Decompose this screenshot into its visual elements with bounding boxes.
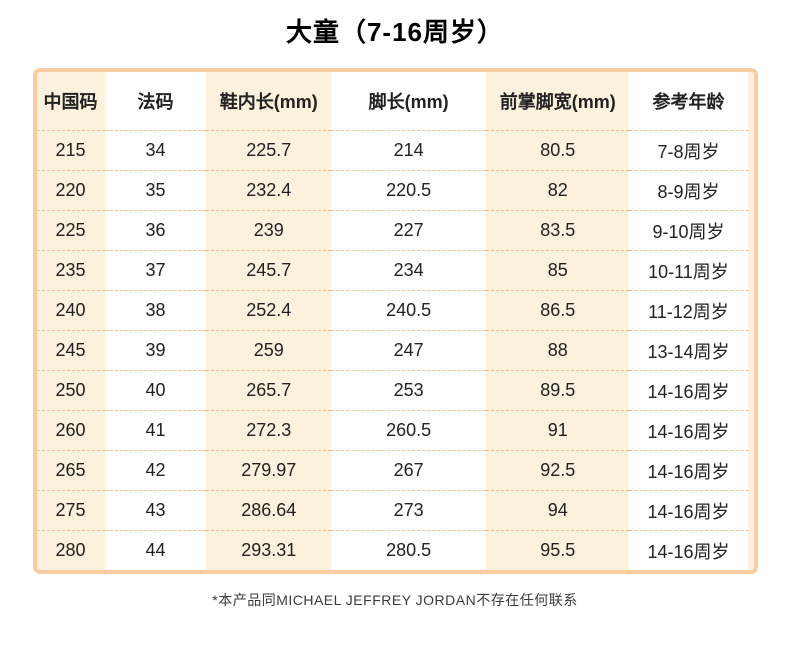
table-cell: 42 bbox=[104, 450, 207, 490]
table-cell: 43 bbox=[104, 490, 207, 530]
table-cell: 239 bbox=[206, 210, 332, 250]
table-cell: 85 bbox=[486, 250, 630, 290]
table-cell: 232.4 bbox=[206, 170, 332, 210]
page-title: 大童（7-16周岁） bbox=[285, 17, 505, 47]
table-cell: 39 bbox=[104, 330, 207, 370]
table-cell: 41 bbox=[104, 410, 207, 450]
table-cell: 240.5 bbox=[331, 290, 487, 330]
table-cell: 260.5 bbox=[331, 410, 487, 450]
table-cell: 273 bbox=[331, 490, 487, 530]
table-cell: 215 bbox=[36, 130, 105, 170]
table-cell: 259 bbox=[206, 330, 332, 370]
table-cell: 275 bbox=[36, 490, 105, 530]
table-cell: 265 bbox=[36, 450, 105, 490]
table-cell: 225.7 bbox=[206, 130, 332, 170]
table-cell: 89.5 bbox=[486, 370, 630, 410]
table-cell: 245 bbox=[36, 330, 105, 370]
table-cell: 94 bbox=[486, 490, 630, 530]
table-cell: 267 bbox=[331, 450, 487, 490]
table-row: 235 37 245.7 234 85 10-11周岁 bbox=[36, 250, 754, 290]
table-cell: 36 bbox=[104, 210, 207, 250]
table-cell: 14-16周岁 bbox=[629, 410, 754, 450]
table-cell: 235 bbox=[36, 250, 105, 290]
table-cell: 252.4 bbox=[206, 290, 332, 330]
table-cell: 279.97 bbox=[206, 450, 332, 490]
table-row: 225 36 239 227 83.5 9-10周岁 bbox=[36, 210, 754, 250]
table-row: 265 42 279.97 267 92.5 14-16周岁 bbox=[36, 450, 754, 490]
table-cell: 40 bbox=[104, 370, 207, 410]
table-row: 245 39 259 247 88 13-14周岁 bbox=[36, 330, 754, 370]
table-cell: 227 bbox=[331, 210, 487, 250]
table-cell: 9-10周岁 bbox=[629, 210, 754, 250]
table-cell: 10-11周岁 bbox=[629, 250, 754, 290]
table-cell: 220.5 bbox=[331, 170, 487, 210]
table-cell: 280.5 bbox=[331, 530, 487, 570]
table-cell: 286.64 bbox=[206, 490, 332, 530]
table-cell: 240 bbox=[36, 290, 105, 330]
table-cell: 86.5 bbox=[486, 290, 630, 330]
column-header-3: 鞋内长(mm) bbox=[206, 72, 332, 130]
table-cell: 35 bbox=[104, 170, 207, 210]
table-cell: 14-16周岁 bbox=[629, 450, 754, 490]
table-cell: 44 bbox=[104, 530, 207, 570]
table-row: 215 34 225.7 214 80.5 7-8周岁 bbox=[36, 130, 754, 170]
table-cell: 14-16周岁 bbox=[629, 370, 754, 410]
table-cell: 225 bbox=[36, 210, 105, 250]
table-cell: 220 bbox=[36, 170, 105, 210]
column-header-4: 脚长(mm) bbox=[368, 92, 449, 112]
table-cell: 82 bbox=[486, 170, 630, 210]
table-row: 240 38 252.4 240.5 86.5 11-12周岁 bbox=[36, 290, 754, 330]
table-cell: 80.5 bbox=[486, 130, 630, 170]
column-header-6: 参考年龄 bbox=[629, 72, 754, 130]
table-cell: 91 bbox=[486, 410, 630, 450]
table-cell: 7-8周岁 bbox=[629, 130, 754, 170]
table-cell: 280 bbox=[36, 530, 105, 570]
table-cell: 88 bbox=[486, 330, 630, 370]
column-header-1: 中国码 bbox=[36, 72, 105, 130]
table-cell: 247 bbox=[331, 330, 487, 370]
table-cell: 250 bbox=[36, 370, 105, 410]
table-row: 260 41 272.3 260.5 91 14-16周岁 bbox=[36, 410, 754, 450]
table-row: 280 44 293.31 280.5 95.5 14-16周岁 bbox=[36, 530, 754, 570]
table-cell: 293.31 bbox=[206, 530, 332, 570]
table-cell: 234 bbox=[331, 250, 487, 290]
table-row: 275 43 286.64 273 94 14-16周岁 bbox=[36, 490, 754, 530]
size-table-container: 中国码 法码 鞋内长(mm) 脚长(mm) 前掌脚宽(mm) 参考年龄 215 34 225.… bbox=[32, 68, 758, 574]
table-row: 220 35 232.4 220.5 82 8-9周岁 bbox=[36, 170, 754, 210]
table-cell: 92.5 bbox=[486, 450, 630, 490]
table-cell: 260 bbox=[36, 410, 105, 450]
table-body: 215 34 225.7 214 80.5 7-8周岁 220 35 232.4 220.5 82 8… bbox=[36, 130, 754, 570]
table-cell: 8-9周岁 bbox=[629, 170, 754, 210]
table-cell: 13-14周岁 bbox=[629, 330, 754, 370]
header-row: 中国码 法码 鞋内长(mm) 脚长(mm) 前掌脚宽(mm) 参考年龄 bbox=[36, 72, 754, 130]
table-cell: 83.5 bbox=[486, 210, 630, 250]
table-row: 250 40 265.7 253 89.5 14-16周岁 bbox=[36, 370, 754, 410]
table-cell: 245.7 bbox=[206, 250, 332, 290]
table-cell: 38 bbox=[104, 290, 207, 330]
table-cell: 253 bbox=[331, 370, 487, 410]
table-cell: 37 bbox=[104, 250, 207, 290]
size-table: 中国码 法码 鞋内长(mm) 脚长(mm) 前掌脚宽(mm) 参考年龄 215 34 225.… bbox=[36, 72, 754, 570]
column-header-2: 法码 bbox=[137, 92, 174, 112]
column-header-5: 前掌脚宽(mm) bbox=[486, 72, 630, 130]
table-cell: 272.3 bbox=[206, 410, 332, 450]
table-cell: 34 bbox=[104, 130, 207, 170]
table-cell: 265.7 bbox=[206, 370, 332, 410]
table-cell: 14-16周岁 bbox=[629, 490, 754, 530]
table-cell: 95.5 bbox=[486, 530, 630, 570]
disclaimer-text: *本产品同MICHAEL JEFFREY JORDAN不存在任何联系 bbox=[212, 592, 578, 608]
table-cell: 14-16周岁 bbox=[629, 530, 754, 570]
table-cell: 214 bbox=[331, 130, 487, 170]
table-cell: 11-12周岁 bbox=[629, 290, 754, 330]
